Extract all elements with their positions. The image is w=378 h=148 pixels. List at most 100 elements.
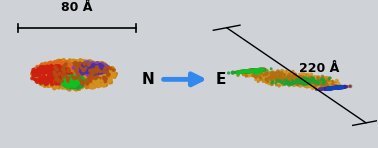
- Point: [53, 74, 59, 76]
- Point: [242, 70, 248, 73]
- Point: [266, 74, 273, 77]
- Point: [42, 82, 48, 84]
- Point: [69, 75, 75, 78]
- Point: [35, 69, 41, 71]
- Point: [308, 79, 314, 81]
- Point: [40, 76, 46, 79]
- Point: [239, 70, 245, 73]
- Point: [56, 62, 62, 64]
- Point: [294, 78, 300, 81]
- Point: [69, 69, 75, 71]
- Point: [245, 70, 251, 72]
- Point: [257, 69, 263, 71]
- Point: [69, 75, 75, 78]
- Point: [51, 77, 57, 79]
- Point: [82, 65, 88, 67]
- Point: [330, 87, 336, 89]
- Point: [257, 70, 263, 73]
- Point: [67, 60, 73, 62]
- Point: [92, 78, 98, 80]
- Point: [84, 69, 90, 71]
- Point: [46, 73, 52, 75]
- Point: [254, 69, 260, 71]
- Point: [335, 86, 341, 89]
- Point: [327, 87, 333, 90]
- Point: [252, 72, 258, 74]
- Point: [66, 81, 72, 83]
- Point: [295, 80, 301, 83]
- Point: [34, 69, 40, 72]
- Point: [247, 70, 253, 72]
- Point: [85, 66, 91, 68]
- Point: [74, 76, 80, 79]
- Point: [310, 78, 316, 80]
- Point: [93, 71, 99, 73]
- Point: [93, 68, 99, 70]
- Point: [104, 82, 110, 84]
- Point: [314, 78, 320, 80]
- Point: [305, 83, 311, 85]
- Point: [76, 63, 82, 65]
- Point: [61, 81, 67, 83]
- Point: [34, 71, 40, 73]
- Point: [264, 72, 270, 74]
- Point: [240, 70, 246, 73]
- Point: [247, 70, 253, 72]
- Point: [74, 84, 80, 86]
- Point: [307, 75, 313, 77]
- Point: [251, 69, 257, 72]
- Point: [67, 85, 73, 87]
- Point: [330, 87, 336, 89]
- Point: [86, 68, 92, 71]
- Point: [291, 78, 297, 80]
- Point: [48, 68, 54, 70]
- Point: [325, 87, 331, 90]
- Point: [55, 78, 61, 81]
- Point: [53, 68, 59, 70]
- Point: [261, 76, 267, 79]
- Point: [276, 76, 282, 78]
- Point: [325, 87, 331, 90]
- Point: [276, 85, 282, 87]
- Point: [34, 74, 40, 76]
- Point: [256, 70, 262, 73]
- Point: [40, 70, 46, 72]
- Point: [284, 83, 290, 85]
- Point: [288, 77, 294, 79]
- Point: [312, 81, 318, 84]
- Point: [62, 75, 68, 77]
- Point: [87, 74, 93, 76]
- Point: [109, 67, 115, 69]
- Point: [67, 59, 73, 62]
- Point: [248, 70, 254, 72]
- Point: [266, 77, 273, 79]
- Point: [45, 66, 51, 68]
- Point: [335, 86, 341, 89]
- Point: [271, 82, 277, 84]
- Point: [64, 80, 70, 82]
- Point: [102, 68, 108, 70]
- Point: [252, 69, 258, 72]
- Point: [267, 74, 273, 77]
- Point: [85, 63, 91, 66]
- Point: [48, 77, 54, 79]
- Point: [266, 78, 272, 80]
- Point: [49, 76, 55, 78]
- Point: [295, 78, 301, 80]
- Point: [104, 66, 110, 68]
- Point: [46, 65, 52, 68]
- Point: [37, 77, 43, 79]
- Point: [287, 83, 293, 85]
- Point: [280, 78, 286, 80]
- Point: [90, 73, 96, 75]
- Point: [289, 77, 295, 79]
- Point: [63, 75, 69, 78]
- Point: [243, 70, 249, 73]
- Point: [274, 76, 280, 79]
- Point: [63, 68, 69, 71]
- Point: [74, 62, 80, 65]
- Point: [39, 79, 45, 81]
- Point: [271, 73, 277, 75]
- Point: [75, 77, 81, 79]
- Point: [248, 70, 254, 72]
